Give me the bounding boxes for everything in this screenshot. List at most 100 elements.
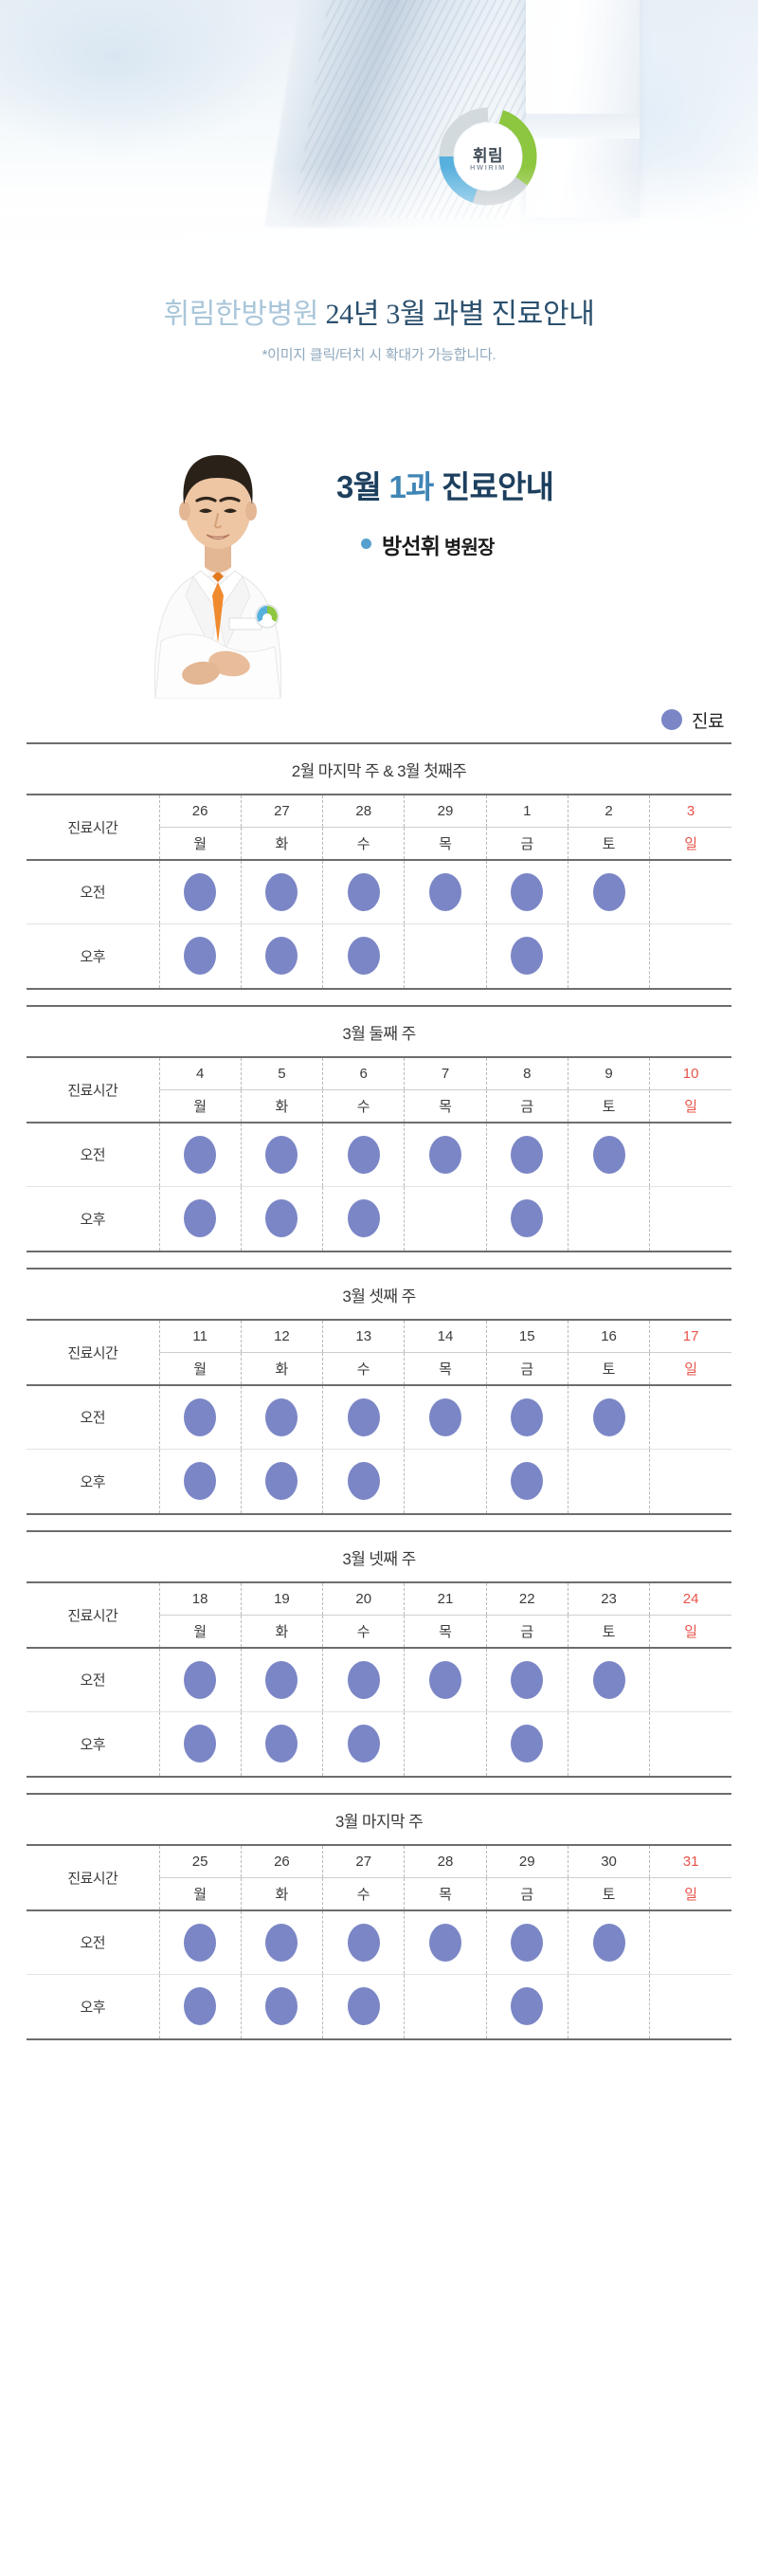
- table-row: 오전: [27, 1647, 731, 1712]
- weekday-cell: 목: [404, 827, 487, 861]
- available-dot-icon: [511, 1462, 544, 1501]
- legend: 진료: [0, 707, 758, 742]
- availability-cell: [649, 1711, 731, 1778]
- availability-cell: [649, 1974, 731, 2040]
- weekday-cell: 목: [404, 1877, 487, 1911]
- availability-cell: [240, 1384, 323, 1450]
- date-cell: 26: [240, 1845, 323, 1878]
- slot-label: 오전: [27, 859, 159, 924]
- availability-cell: [567, 1647, 650, 1712]
- available-dot-icon: [265, 1135, 298, 1174]
- available-dot-icon: [428, 1923, 461, 1962]
- date-cell: 31: [649, 1845, 731, 1878]
- availability-cell: [158, 1384, 242, 1450]
- slot-label: 오전: [27, 1122, 159, 1187]
- unavailable-cell: [593, 1725, 625, 1763]
- availability-cell: [404, 1384, 487, 1450]
- available-dot-icon: [265, 872, 298, 911]
- availability-cell: [322, 1186, 405, 1252]
- logo-name-ko: 휘림: [472, 147, 504, 165]
- page-header: 휘림한방병원 24년 3월 과별 진료안내 *이미지 클릭/터치 시 확대가 가…: [0, 280, 758, 364]
- availability-cell: [649, 1449, 731, 1515]
- availability-cell: [485, 859, 568, 924]
- table-row: 오후: [27, 1186, 731, 1252]
- week-schedule-table: 진료시간 11 12 13 14 15 16 17 월 화 수 목 금 토 일 오전 오후: [27, 1320, 731, 1515]
- availability-cell: [158, 1122, 242, 1187]
- weekday-cell: 화: [240, 1089, 323, 1124]
- availability-cell: [485, 1711, 568, 1778]
- availability-cell: [649, 923, 731, 990]
- available-dot-icon: [347, 872, 380, 911]
- available-dot-icon: [184, 1462, 217, 1501]
- availability-cell: [404, 1449, 487, 1515]
- date-cell: 30: [567, 1845, 650, 1878]
- available-dot-icon: [347, 1199, 380, 1238]
- unavailable-cell: [675, 1398, 707, 1436]
- availability-cell: [158, 1909, 242, 1975]
- availability-cell: [322, 1711, 405, 1778]
- available-dot-icon: [428, 872, 461, 911]
- page-title-rest: 24년 3월 과별 진료안내: [318, 299, 595, 330]
- availability-cell: [158, 1449, 242, 1515]
- availability-cell: [567, 1384, 650, 1450]
- unavailable-cell: [675, 1661, 707, 1699]
- page-title: 휘림한방병원 24년 3월 과별 진료안내: [0, 297, 758, 333]
- table-row: 오전: [27, 1122, 731, 1187]
- available-dot-icon: [511, 1987, 544, 2026]
- available-dot-icon: [265, 1199, 298, 1238]
- table-row: 오전: [27, 1384, 731, 1450]
- availability-cell: [240, 1122, 323, 1187]
- weekday-cell: 수: [322, 1089, 405, 1124]
- weekday-cell: 토: [567, 1352, 650, 1386]
- slot-label: 오전: [27, 1384, 159, 1450]
- weekday-cell: 수: [322, 1615, 405, 1649]
- legend-label: 진료: [692, 711, 724, 732]
- availability-cell: [158, 1711, 242, 1778]
- unavailable-cell: [675, 1199, 707, 1237]
- weekday-cell: 화: [240, 1352, 323, 1386]
- available-dot-icon: [592, 1923, 625, 1962]
- weekday-cell: 수: [322, 1877, 405, 1911]
- doctor-name-text: 방선휘: [382, 533, 441, 558]
- availability-cell: [322, 1974, 405, 2040]
- week-schedule-table: 진료시간 26 27 28 29 1 2 3 월 화 수 목 금 토 일 오전 오후: [27, 795, 731, 990]
- doctor-name: 방선휘 병원장: [382, 528, 495, 560]
- slot-label: 오후: [27, 1449, 159, 1515]
- available-dot-icon: [184, 872, 217, 911]
- hero-fade: [0, 166, 758, 280]
- date-cell: 22: [485, 1582, 568, 1616]
- time-column-header: 진료시간: [27, 795, 159, 861]
- date-cell: 26: [158, 795, 242, 828]
- available-dot-icon: [184, 1987, 217, 2026]
- availability-cell: [404, 1186, 487, 1252]
- available-dot-icon: [265, 1660, 298, 1699]
- doctor-role-text: 병원장: [440, 537, 496, 558]
- doctor-name-row: 방선휘 병원장: [336, 528, 553, 560]
- table-row: 오전: [27, 1909, 731, 1975]
- availability-cell: [567, 1974, 650, 2040]
- availability-cell: [158, 1974, 242, 2040]
- week-title: 3월 둘째 주: [27, 1007, 731, 1058]
- week-schedule-table: 진료시간 4 5 6 7 8 9 10 월 화 수 목 금 토 일 오전 오후: [27, 1057, 731, 1252]
- availability-cell: [158, 923, 242, 990]
- weekday-cell: 목: [404, 1615, 487, 1649]
- week-schedule-table: 진료시간 25 26 27 28 29 30 31 월 화 수 목 금 토 일 오전 오후: [27, 1845, 731, 2040]
- table-row: 진료시간 11 12 13 14 15 16 17: [27, 1320, 731, 1386]
- page-title-brand: 휘림한방병원: [163, 299, 319, 330]
- availability-cell: [322, 1384, 405, 1450]
- date-cell: 27: [322, 1845, 405, 1878]
- availability-cell: [649, 1122, 731, 1187]
- table-row: 오후: [27, 1974, 731, 2040]
- available-dot-icon: [511, 1398, 544, 1436]
- weekday-cell: 월: [158, 827, 242, 861]
- available-dot-icon: [428, 1398, 461, 1436]
- availability-cell: [567, 1122, 650, 1187]
- unavailable-cell: [675, 873, 707, 911]
- availability-cell: [567, 1449, 650, 1515]
- weekday-cell: 화: [240, 1615, 323, 1649]
- weekday-cell: 토: [567, 1877, 650, 1911]
- available-dot-icon: [265, 1398, 298, 1436]
- date-cell: 5: [240, 1057, 323, 1090]
